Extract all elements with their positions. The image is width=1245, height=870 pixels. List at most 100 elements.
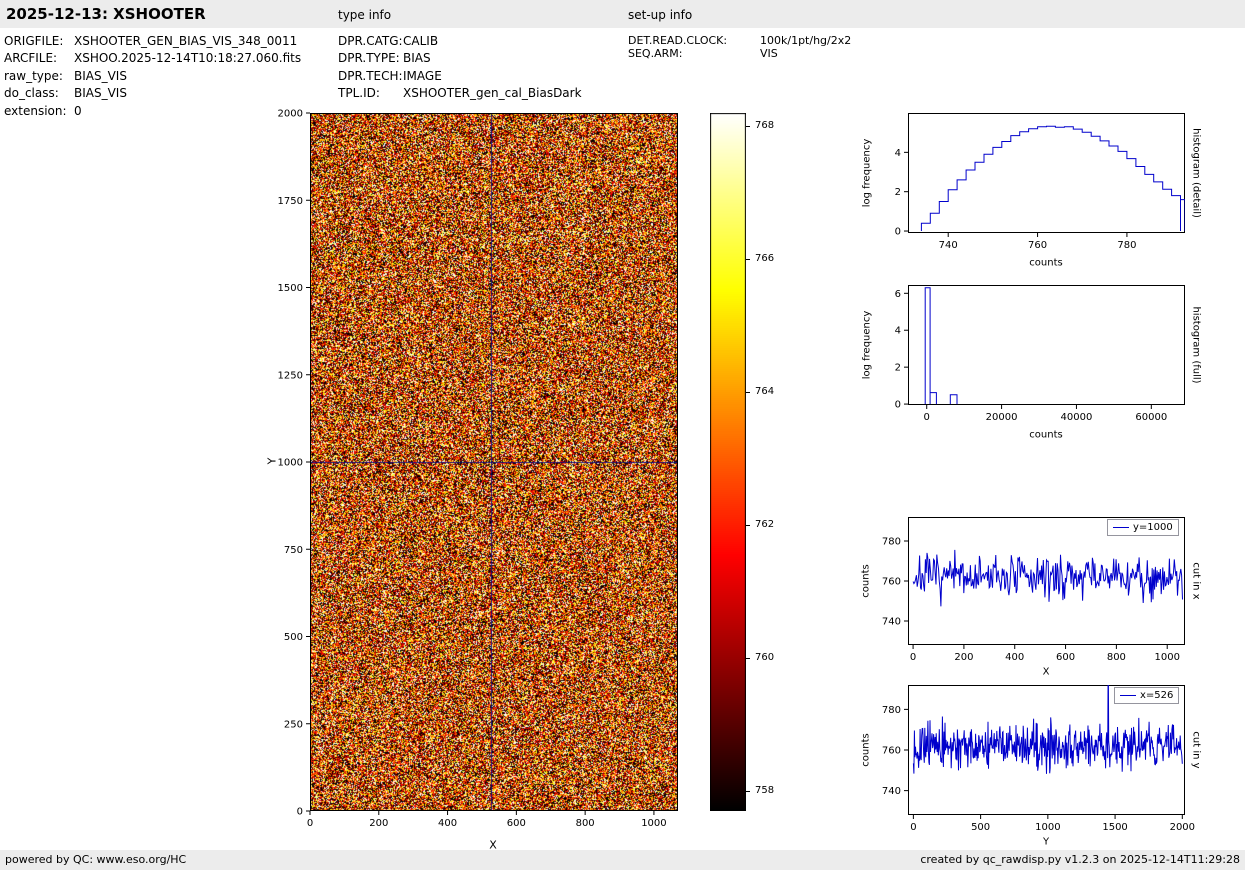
header-bar: 2025-12-13: XSHOOTER type info set-up in… [0, 0, 1245, 28]
legend-label: y=1000 [1133, 522, 1173, 533]
cut-y-right-label: cut in y [1190, 731, 1202, 769]
meta-row-dpr-catg: DPR.CATG: CALIB [338, 33, 582, 50]
tick-label: 6 [895, 289, 901, 300]
legend-line-sample [1113, 527, 1129, 528]
meta-value: 100k/1pt/hg/2x2 [760, 34, 852, 47]
tick-label: 400 [438, 818, 457, 829]
legend-label: x=526 [1140, 690, 1174, 701]
tick-label: 1000 [1154, 652, 1179, 663]
meta-value: 0 [74, 103, 82, 118]
tick-label: 740 [882, 786, 901, 797]
colorbar-tick-mark [746, 791, 750, 792]
meta-value: BIAS [403, 51, 431, 66]
hist-full-xlabel: counts [1029, 429, 1063, 441]
plot-border [908, 113, 1185, 233]
tick-label: 4 [895, 148, 901, 159]
meta-value: BIAS_VIS [74, 68, 127, 83]
meta-value: VIS [760, 47, 778, 60]
tick-label: 760 [882, 577, 901, 588]
tick-label: 760 [1028, 240, 1047, 251]
tick-label: 0 [307, 818, 313, 829]
meta-row-tpl-id: TPL.ID: XSHOOTER_gen_cal_BiasDark [338, 85, 582, 102]
tick-label: 1250 [278, 370, 303, 381]
cut-y-xlabel: Y [1042, 836, 1050, 848]
meta-label: ARCFILE: [4, 51, 58, 66]
meta-value: XSHOO.2025-12-14T10:18:27.060.fits [74, 51, 302, 66]
plot-border [908, 685, 1185, 815]
tick-label: 1500 [278, 283, 303, 294]
colorbar-canvas [710, 113, 746, 811]
tick-label: 760 [882, 746, 901, 757]
tick-label: 2000 [1170, 822, 1195, 833]
meta-value: XSHOOTER_gen_cal_BiasDark [403, 86, 582, 101]
tick-label: 780 [882, 705, 901, 716]
colorbar-tick-mark [746, 658, 750, 659]
tick-label: 0 [924, 412, 930, 423]
meta-row-dpr-tech: DPR.TECH: IMAGE [338, 68, 582, 85]
tick-label: 740 [882, 617, 901, 628]
colorbar-tick-label: 760 [755, 652, 775, 663]
hist-detail-ylabel: log frequency [861, 138, 873, 208]
footer-left-text: powered by QC: www.eso.org/HC [5, 853, 187, 866]
tick-label: 0 [910, 822, 916, 833]
colorbar-tick-label: 762 [755, 519, 775, 530]
tick-label: 2 [895, 363, 901, 374]
tick-label: 40000 [1061, 412, 1093, 423]
tick-label: 0 [895, 227, 901, 238]
setup-info-block: DET.READ.CLOCK: 100k/1pt/hg/2x2 SEQ.ARM:… [628, 34, 851, 60]
cut-y-ylabel: counts [860, 733, 872, 767]
cut-x-ylabel: counts [860, 564, 872, 598]
tick-label: 250 [284, 719, 303, 730]
tick-label: 60000 [1135, 412, 1167, 423]
legend-cut-x: y=1000 [1107, 519, 1179, 536]
tick-label: 1000 [278, 458, 303, 469]
meta-row-raw-type: raw_type: BIAS_VIS [4, 68, 301, 85]
tick-label: 200 [954, 652, 973, 663]
tick-label: 740 [939, 240, 958, 251]
meta-row-origfile: ORIGFILE: XSHOOTER_GEN_BIAS_VIS_348_0011 [4, 33, 301, 50]
meta-row-arcfile: ARCFILE: XSHOO.2025-12-14T10:18:27.060.f… [4, 50, 301, 67]
meta-row-dpr-type: DPR.TYPE: BIAS [338, 50, 582, 67]
meta-row-det-read-clock: DET.READ.CLOCK: 100k/1pt/hg/2x2 [628, 34, 851, 47]
cut-x-xlabel: X [1042, 666, 1050, 678]
meta-label: SEQ.ARM: [628, 47, 683, 60]
main-xlabel: X [489, 838, 497, 852]
tick-label: 0 [895, 400, 901, 411]
tick-label: 500 [971, 822, 990, 833]
tick-label: 600 [1056, 652, 1075, 663]
hist-detail-right-label: histogram (detail) [1190, 128, 1202, 218]
tick-label: 750 [284, 545, 303, 556]
setup-info-header: set-up info [628, 8, 693, 22]
tick-label: 20000 [986, 412, 1018, 423]
tick-label: 1500 [1102, 822, 1127, 833]
plot-border [310, 113, 678, 811]
tick-label: 4 [895, 326, 901, 337]
type-info-block: DPR.CATG: CALIB DPR.TYPE: BIAS DPR.TECH:… [338, 33, 582, 103]
meta-value: XSHOOTER_GEN_BIAS_VIS_348_0011 [74, 34, 298, 48]
meta-value: CALIB [403, 34, 439, 48]
footer-right-text: created by qc_rawdisp.py v1.2.3 on 2025-… [920, 853, 1240, 866]
meta-row-seq-arm: SEQ.ARM: VIS [628, 47, 851, 60]
type-info-header: type info [338, 8, 392, 22]
tick-label: 780 [882, 537, 901, 548]
meta-label: DPR.TYPE: [338, 51, 400, 66]
data-series [912, 685, 1183, 774]
meta-label: ORIGFILE: [4, 34, 64, 48]
cut-x-plot: 0 200 400 600 800 1000 740 760 780 [882, 517, 1185, 663]
histogram-steps [920, 125, 1181, 231]
colorbar-tick-mark [746, 525, 750, 526]
meta-label: DPR.CATG: [338, 34, 403, 48]
tick-label: 400 [1005, 652, 1024, 663]
raw-image-canvas [310, 113, 678, 811]
colorbar-tick-mark [746, 126, 750, 127]
legend-cut-y: x=526 [1114, 687, 1180, 704]
histogram-edge-spike [1180, 199, 1185, 231]
colorbar-tick-mark [746, 392, 750, 393]
tick-label: 500 [284, 632, 303, 643]
meta-label: do_class: [4, 86, 59, 101]
hist-full-right-label: histogram (full) [1190, 306, 1202, 384]
colorbar-tick-mark [746, 259, 750, 260]
meta-label: extension: [4, 103, 67, 118]
